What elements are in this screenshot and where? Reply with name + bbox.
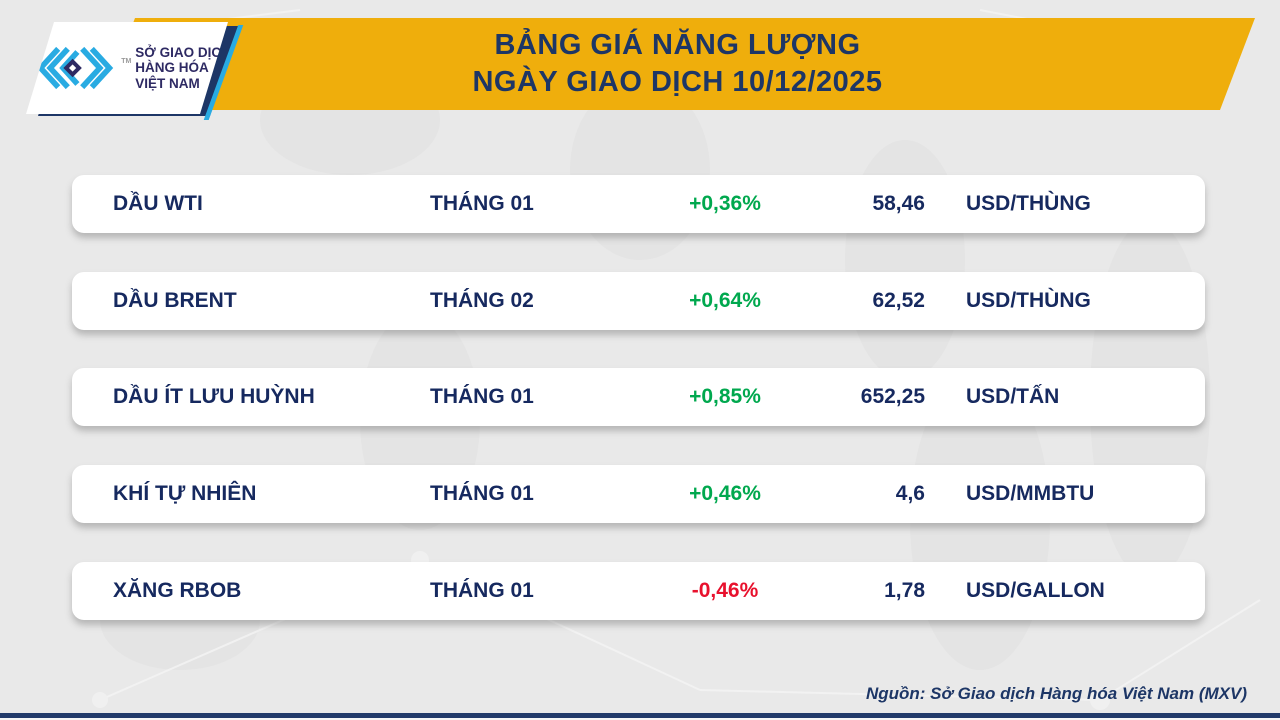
change-percent: +0,64%: [689, 289, 761, 312]
source-attribution: Nguồn: Sở Giao dịch Hàng hóa Việt Nam (M…: [865, 684, 1247, 703]
mxv-logo: TM SỞ GIAO DỊCH HÀNG HÓA VIỆT NAM: [26, 22, 228, 114]
contract-month: THÁNG 01: [430, 579, 534, 602]
commodity-name: DẦU WTI: [113, 192, 203, 215]
price-value: 58,46: [872, 192, 925, 215]
price-value: 652,25: [860, 385, 925, 408]
price-unit: USD/TẤN: [966, 385, 1060, 408]
price-unit: USD/GALLON: [966, 579, 1105, 602]
logo-line-3: VIỆT NAM: [135, 75, 200, 91]
commodity-name: XĂNG RBOB: [113, 579, 242, 602]
logo-text: SỞ GIAO DỊCH HÀNG HÓA VIỆT NAM: [135, 45, 231, 92]
commodity-name: KHÍ TỰ NHIÊN: [113, 482, 257, 505]
logo-line-1: SỞ GIAO DỊCH: [135, 44, 231, 60]
price-value: 4,6: [895, 482, 925, 505]
contract-month: THÁNG 01: [430, 192, 534, 215]
trademark-symbol: TM: [121, 58, 132, 65]
contract-month: THÁNG 02: [430, 289, 534, 312]
table-row-khi-tu-nhien: KHÍ TỰ NHIÊN THÁNG 01 +0,46% 4,6 USD/MMB…: [72, 465, 1205, 523]
price-unit: USD/MMBTU: [966, 482, 1095, 505]
change-percent: +0,46%: [689, 482, 761, 505]
bottom-light-strip: [0, 718, 1280, 720]
price-unit: USD/THÙNG: [966, 192, 1091, 215]
table-row-dau-it-luu-huynh: DẦU ÍT LƯU HUỲNH THÁNG 01 +0,85% 652,25 …: [72, 368, 1205, 426]
board-title: BẢNG GIÁ NĂNG LƯỢNG: [494, 29, 861, 61]
trading-date: NGÀY GIAO DỊCH 10/12/2025: [472, 66, 883, 98]
table-row-dau-wti: DẦU WTI THÁNG 01 +0,36% 58,46 USD/THÙNG: [72, 175, 1205, 233]
contract-month: THÁNG 01: [430, 482, 534, 505]
change-percent: -0,46%: [691, 579, 759, 602]
change-percent: +0,85%: [689, 385, 761, 408]
commodity-name: DẦU BRENT: [113, 289, 237, 312]
price-value: 62,52: [872, 289, 925, 312]
price-unit: USD/THÙNG: [966, 289, 1091, 312]
bottom-navy-bar: [0, 713, 1280, 718]
commodity-name: DẦU ÍT LƯU HUỲNH: [113, 385, 315, 408]
header-banner: BẢNG GIÁ NĂNG LƯỢNG NGÀY GIAO DỊCH 10/12…: [100, 18, 1255, 110]
logo-line-2: HÀNG HÓA: [135, 60, 209, 76]
table-row-dau-brent: DẦU BRENT THÁNG 02 +0,64% 62,52 USD/THÙN…: [72, 272, 1205, 330]
mxv-chevrons-icon: [33, 44, 117, 92]
change-percent: +0,36%: [689, 192, 761, 215]
table-row-xang-rbob: XĂNG RBOB THÁNG 01 -0,46% 1,78 USD/GALLO…: [72, 562, 1205, 620]
price-value: 1,78: [884, 579, 925, 602]
contract-month: THÁNG 01: [430, 385, 534, 408]
